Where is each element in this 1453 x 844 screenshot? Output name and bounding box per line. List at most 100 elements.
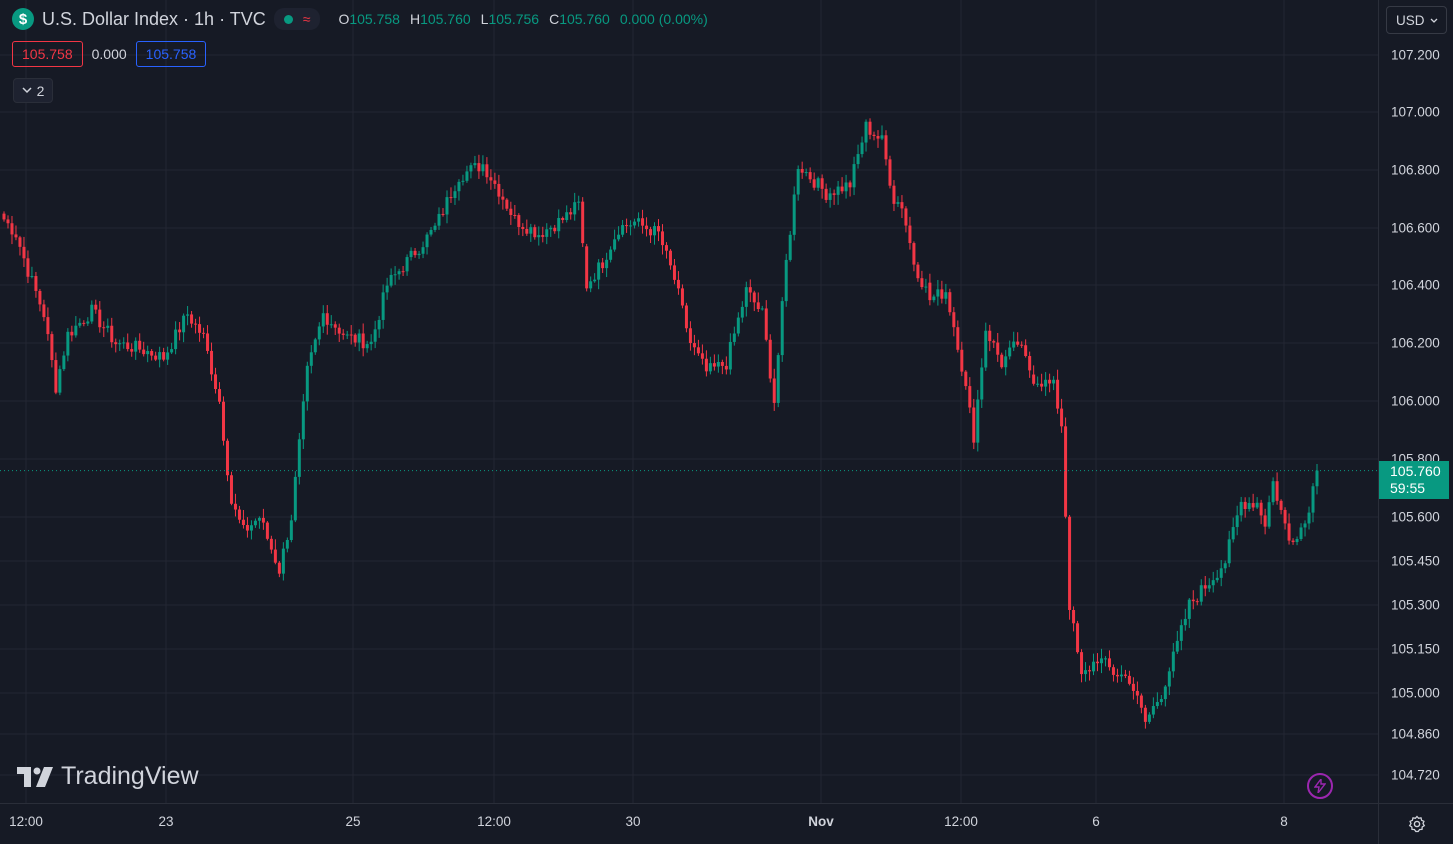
candle-body — [409, 250, 413, 258]
buy-button[interactable]: 105.758 — [135, 41, 207, 67]
currency-label: USD — [1396, 12, 1425, 28]
candle — [972, 398, 976, 450]
candle-body — [429, 229, 433, 235]
candle-body — [98, 309, 102, 328]
candle-body — [816, 178, 820, 188]
candle — [433, 222, 437, 233]
candle-body — [1223, 563, 1227, 569]
candle-body — [764, 308, 768, 340]
candle-body — [888, 159, 892, 186]
candle-body — [872, 134, 876, 137]
candle — [122, 337, 126, 349]
candle — [649, 226, 653, 243]
price-chart[interactable] — [0, 0, 1378, 803]
candle — [1072, 606, 1076, 632]
symbol-title[interactable]: U.S. Dollar Index · 1h · TVC — [42, 8, 266, 29]
candle — [86, 317, 90, 326]
candle — [34, 271, 38, 298]
candle-body — [617, 234, 621, 240]
candle — [692, 334, 696, 356]
currency-select[interactable]: USD — [1386, 6, 1447, 34]
chart-settings-button[interactable] — [1378, 803, 1453, 844]
candle — [257, 516, 261, 529]
market-status[interactable]: ≈ — [273, 8, 321, 30]
candle — [154, 351, 158, 362]
candle — [94, 299, 98, 314]
candle — [892, 180, 896, 212]
candle-body — [449, 197, 453, 199]
candle — [1247, 497, 1251, 512]
candle — [110, 317, 114, 348]
candle — [549, 225, 553, 237]
candle-body — [1032, 374, 1036, 384]
candle — [1020, 341, 1024, 349]
candle — [780, 297, 784, 362]
candle-body — [1303, 523, 1307, 528]
candle-body — [605, 259, 609, 269]
candle-body — [1179, 625, 1183, 641]
candle-body — [704, 358, 708, 372]
candle — [30, 266, 34, 279]
candle-body — [365, 344, 369, 349]
chevron-down-icon — [1430, 18, 1438, 23]
chart-pane[interactable]: $ U.S. Dollar Index · 1h · TVC ≈ O105.75… — [0, 0, 1378, 803]
candle — [1111, 664, 1115, 682]
candle-body — [261, 517, 265, 523]
symbol-legend: $ U.S. Dollar Index · 1h · TVC ≈ O105.75… — [12, 8, 708, 30]
candle — [1044, 372, 1048, 396]
candle-body — [633, 221, 637, 226]
candle — [317, 322, 321, 346]
candle-body — [194, 323, 198, 325]
candle-body — [716, 362, 720, 367]
candle-body — [812, 179, 816, 188]
candle — [1167, 667, 1171, 696]
candle-body — [305, 365, 309, 402]
dollar-icon[interactable]: $ — [12, 8, 34, 30]
ohlc-low: L105.756 — [480, 11, 540, 27]
candle-body — [1107, 658, 1111, 668]
sell-button[interactable]: 105.758 — [12, 41, 83, 67]
candle-body — [86, 321, 90, 324]
candle-body — [772, 378, 776, 403]
price-axis[interactable]: 107.200 107.000 106.800 106.600 106.400 106.2… — [1378, 0, 1453, 803]
tradingview-logo[interactable]: TradingView — [17, 762, 199, 791]
candle-body — [860, 142, 864, 155]
candle-body — [700, 353, 704, 359]
candle — [736, 312, 740, 337]
candle-body — [337, 327, 341, 334]
candle-body — [481, 164, 485, 172]
candle — [162, 347, 166, 362]
candle — [449, 187, 453, 203]
candle — [1103, 656, 1107, 667]
candle-body — [1211, 580, 1215, 586]
candle — [1259, 499, 1263, 525]
candle — [218, 382, 222, 404]
candle-body — [724, 365, 728, 370]
candle-body — [545, 229, 549, 237]
candle — [844, 174, 848, 199]
candle-body — [1048, 379, 1052, 384]
candle-body — [680, 288, 684, 306]
time-axis[interactable]: 12:00 23 25 12:00 30 Nov 12:00 6 8 — [0, 803, 1378, 844]
candle-body — [110, 325, 114, 343]
lightning-icon[interactable] — [1307, 773, 1333, 799]
candle-body — [1271, 481, 1275, 503]
candle-body — [756, 302, 760, 310]
candle — [225, 438, 229, 482]
candle-body — [170, 349, 174, 353]
candle-body — [313, 339, 317, 353]
candle-body — [1052, 379, 1056, 384]
indicators-toggle-button[interactable]: 2 — [13, 78, 53, 103]
candle-body — [477, 163, 481, 172]
candle — [90, 300, 94, 324]
candle-body — [676, 279, 680, 289]
candle — [513, 204, 517, 219]
candle — [613, 229, 617, 252]
candle — [321, 305, 325, 333]
candle-body — [589, 281, 593, 289]
candle — [1068, 514, 1072, 620]
candle — [46, 307, 50, 341]
candle-body — [1295, 538, 1299, 543]
candle-body — [784, 259, 788, 302]
candle-body — [788, 234, 792, 260]
